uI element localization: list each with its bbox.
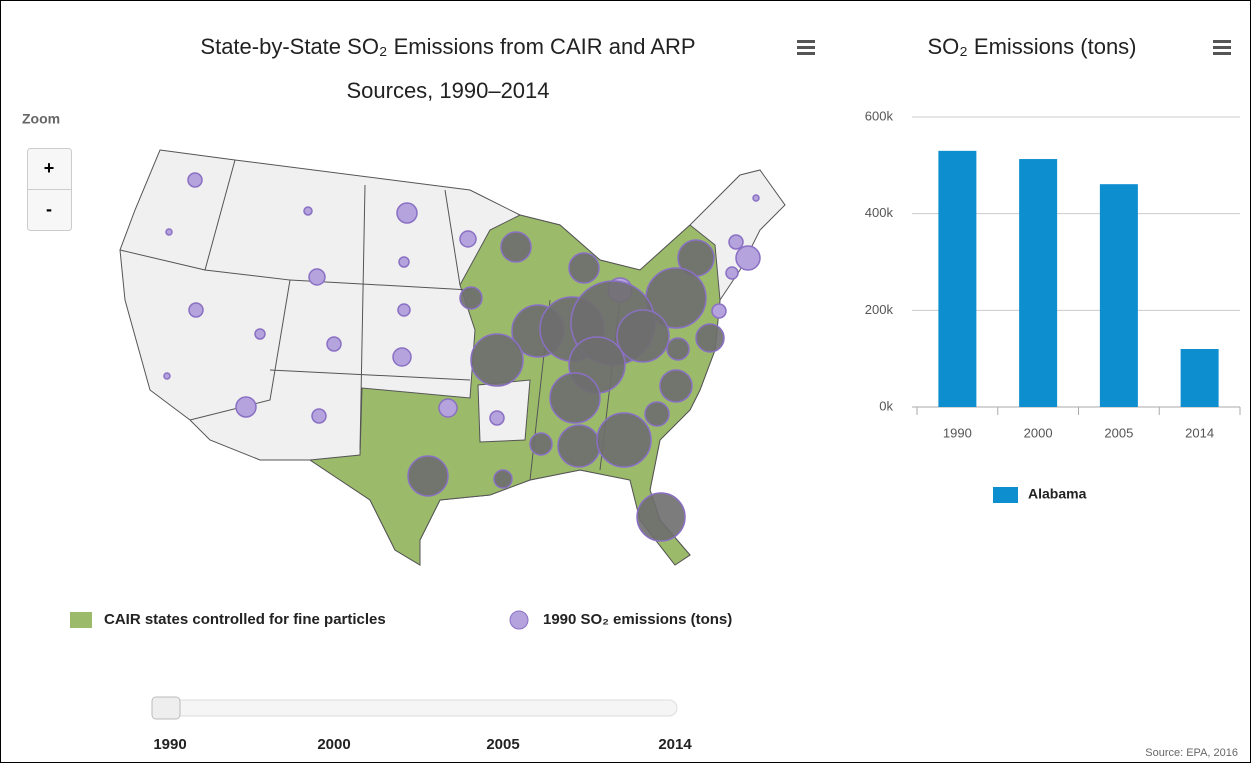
- x-tick-label: 2000: [1024, 425, 1053, 440]
- slider-label: 1990: [153, 736, 186, 753]
- x-tick-label: 2005: [1104, 425, 1133, 440]
- y-tick-label: 600k: [865, 108, 894, 123]
- chart-title: SO₂ Emissions (tons): [927, 34, 1136, 59]
- x-tick-label: 1990: [943, 425, 972, 440]
- slider-handle[interactable]: [151, 696, 181, 720]
- legend-label[interactable]: Alabama: [1028, 486, 1087, 502]
- bar: [1099, 184, 1138, 407]
- zoom-in[interactable]: +: [44, 158, 55, 178]
- slider-label: 2014: [658, 736, 692, 753]
- legend-label[interactable]: CAIR states controlled for fine particle…: [104, 611, 386, 628]
- bar: [1019, 159, 1058, 407]
- legend-swatch: [993, 487, 1018, 503]
- legend-label[interactable]: 1990 SO₂ emissions (tons): [543, 611, 732, 628]
- legend-swatch: [70, 612, 92, 628]
- map-title: Sources, 1990–2014: [346, 78, 549, 103]
- zoom-out[interactable]: -: [46, 199, 52, 219]
- emission-bubbles: [163, 172, 761, 542]
- x-tick-label: 2014: [1185, 425, 1214, 440]
- map-title: State-by-State SO₂ Emissions from CAIR a…: [200, 34, 695, 59]
- y-tick-label: 0k: [879, 398, 893, 413]
- legend-swatch: [509, 610, 529, 630]
- source: Source: EPA, 2016: [1145, 747, 1238, 759]
- bar: [938, 150, 977, 408]
- y-tick-label: 400k: [865, 205, 894, 220]
- menu-icon[interactable]: [797, 40, 815, 55]
- slider-label: 2005: [486, 736, 519, 753]
- slider-label: 2000: [317, 736, 350, 753]
- y-tick-label: 200k: [865, 302, 894, 317]
- zoom-label: Zoom: [22, 111, 60, 127]
- slider-track: [154, 699, 678, 717]
- menu-icon[interactable]: [1213, 40, 1231, 55]
- bar: [1180, 349, 1219, 407]
